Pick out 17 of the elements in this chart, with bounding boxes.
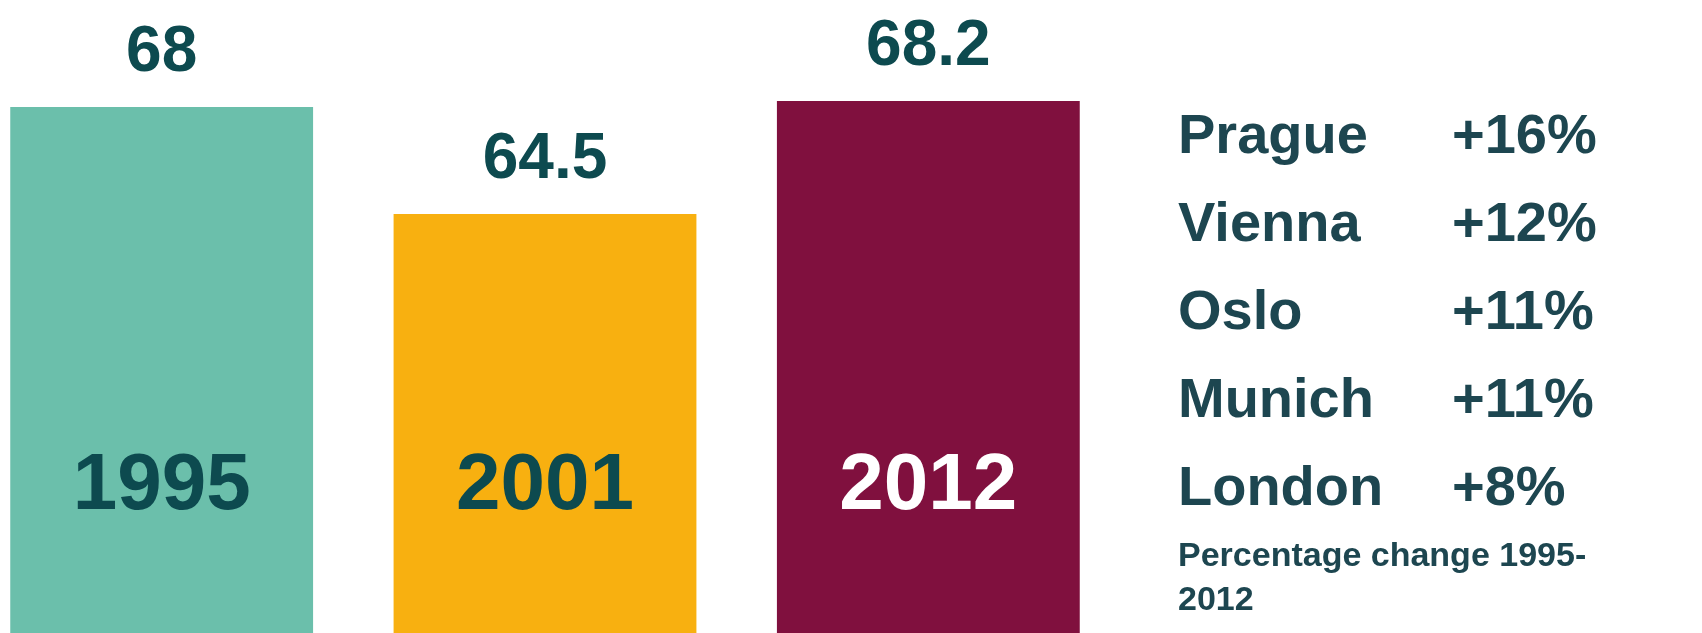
category-label: Oslo [1178,277,1304,343]
text: +16% [1452,102,1597,165]
category-label: 2001 [456,437,634,527]
text: Percentage change 1995-2012 [1178,534,1588,619]
data-label: 64.5 [482,119,608,192]
data-label: 68.2 [866,6,991,79]
category-label: Vienna [1178,189,1362,255]
data-label: 68 [126,12,198,85]
text: +12% [1452,190,1597,253]
category-label: Munich [1178,365,1375,431]
text: +8% [1452,454,1566,517]
category-label: 1995 [72,437,251,527]
text: +11% [1452,278,1594,341]
category-label: London [1178,453,1385,519]
category-label: Prague [1178,101,1369,167]
category-label: 2012 [839,437,1018,527]
text: +11% [1452,366,1594,429]
